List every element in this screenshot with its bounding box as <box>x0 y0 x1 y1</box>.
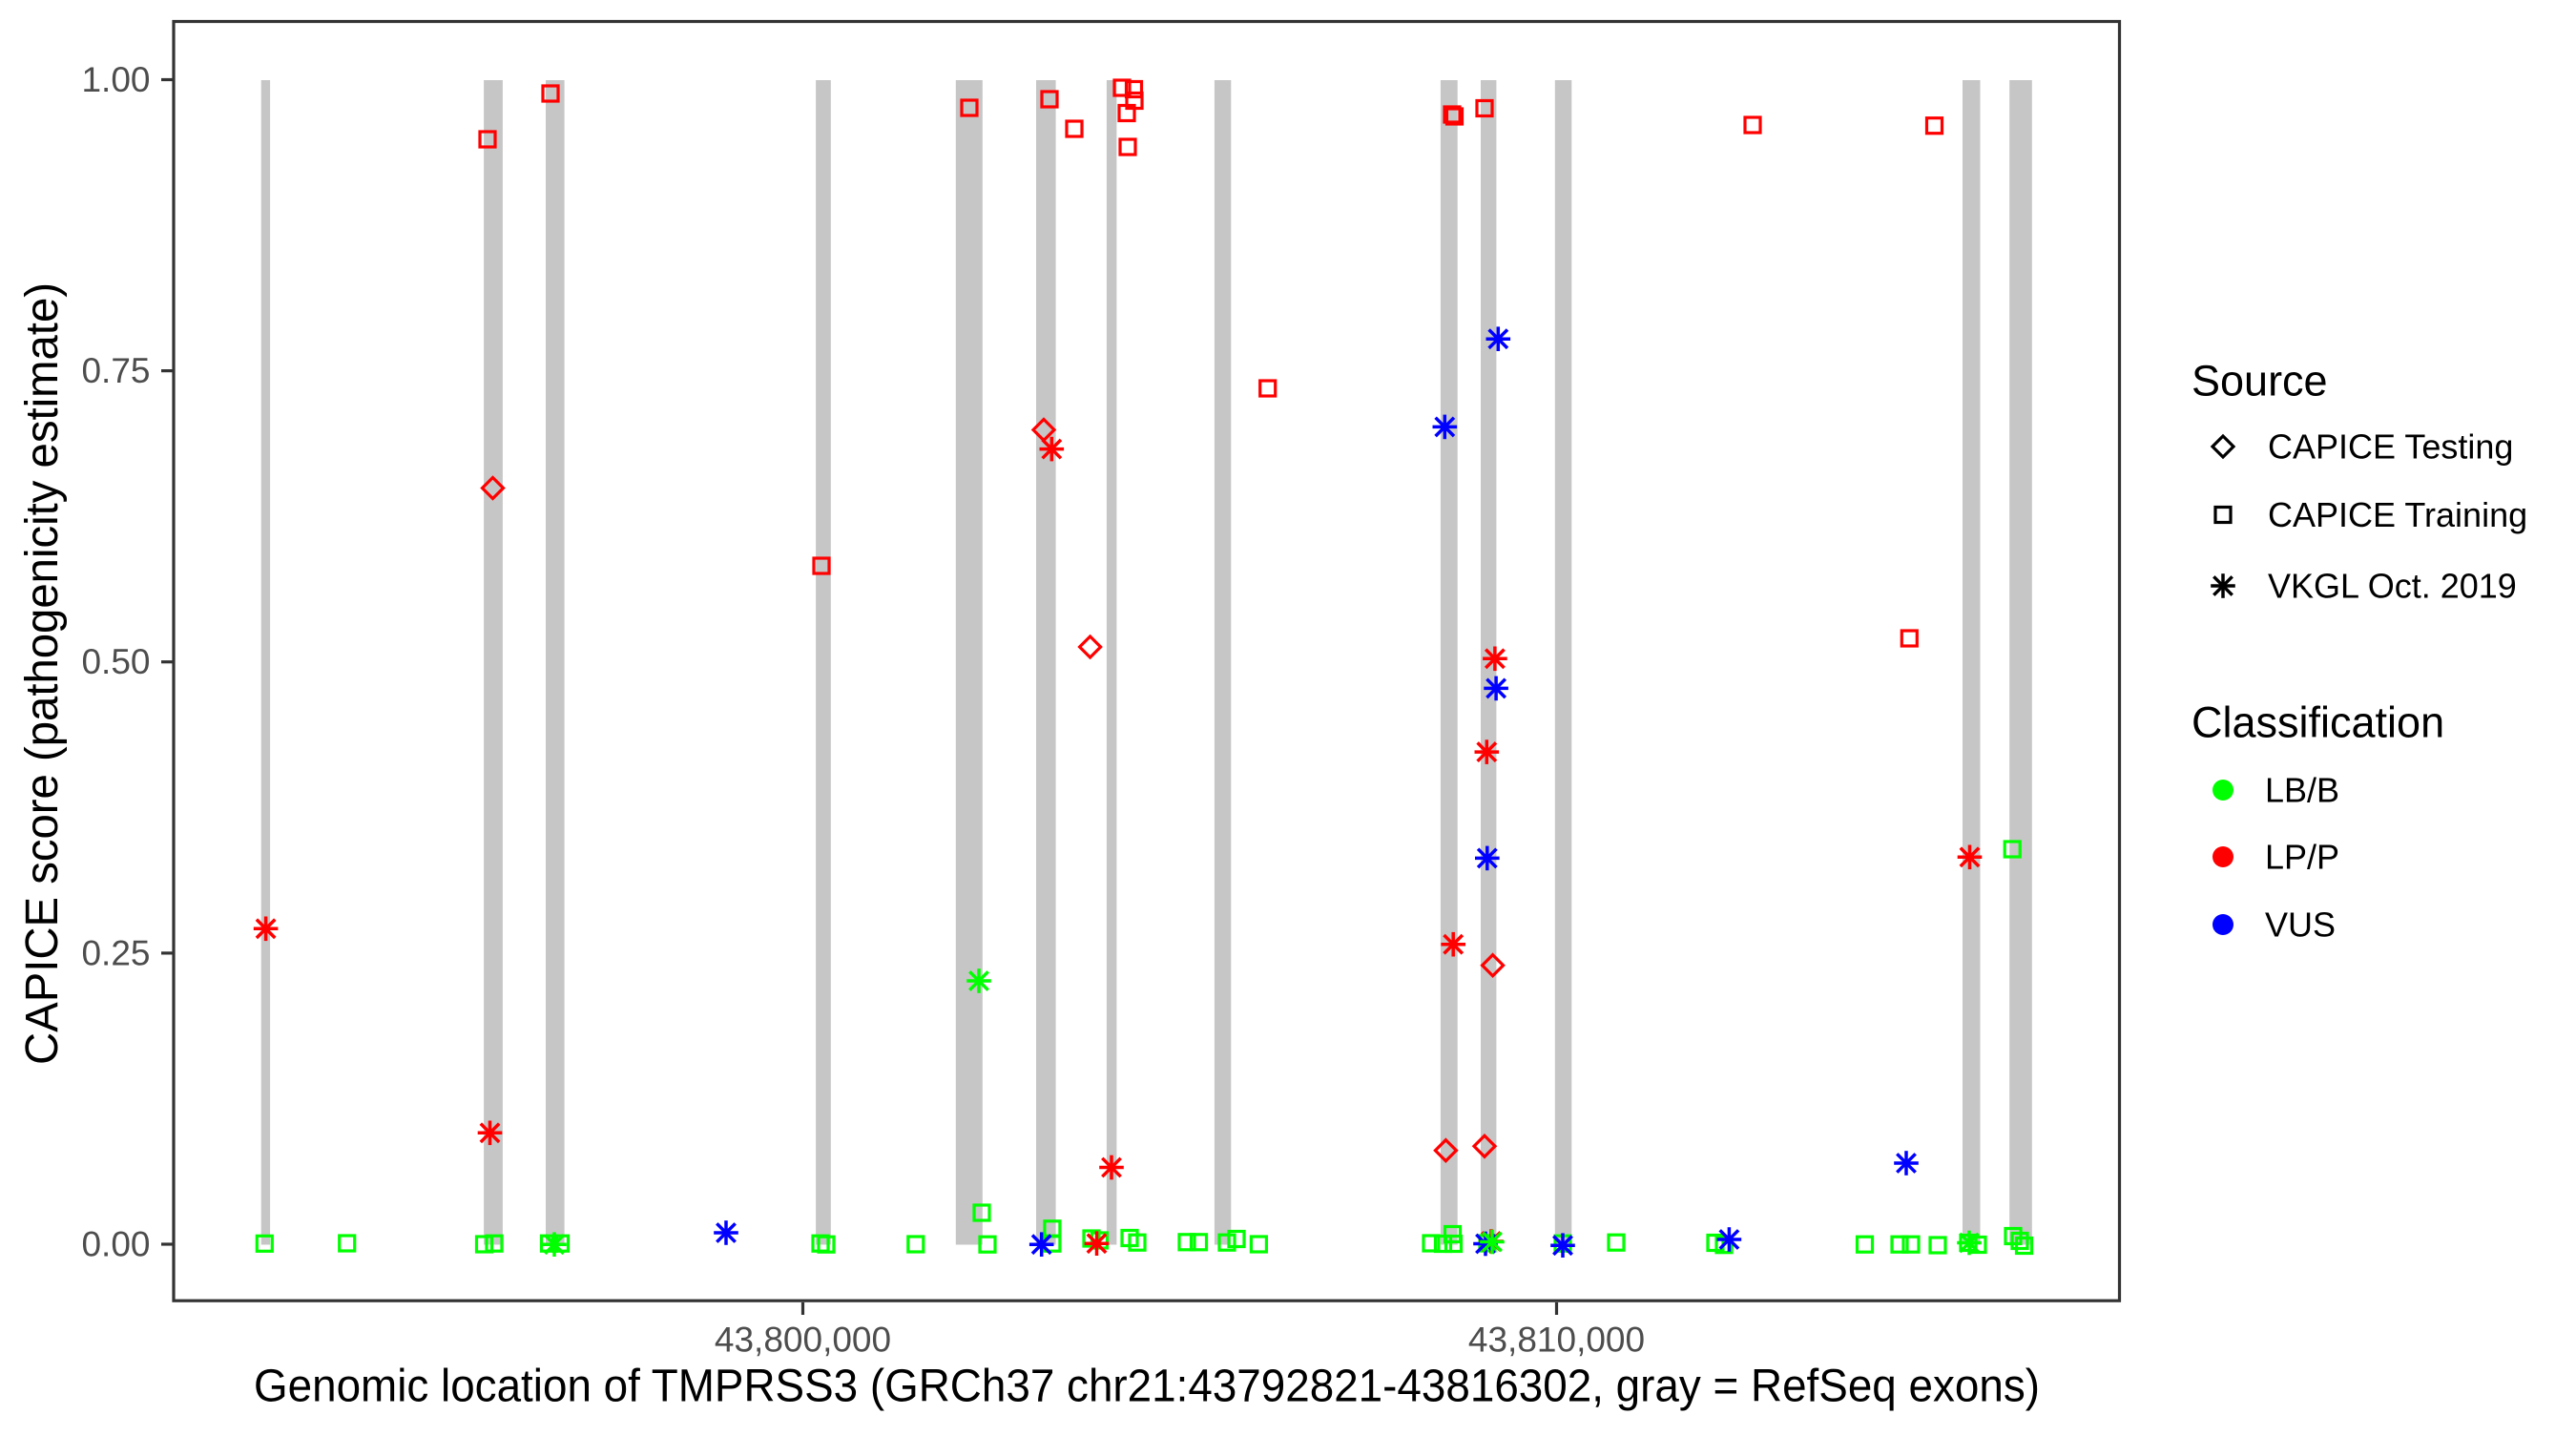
svg-text:CAPICE Training: CAPICE Training <box>2268 495 2527 534</box>
svg-text:CAPICE score (pathogenicity es: CAPICE score (pathogenicity estimate) <box>17 282 68 1065</box>
svg-text:43,810,000: 43,810,000 <box>1468 1321 1645 1360</box>
svg-text:0.50: 0.50 <box>81 642 150 681</box>
svg-text:0.00: 0.00 <box>81 1225 150 1264</box>
svg-text:1.00: 1.00 <box>81 60 150 99</box>
svg-text:VUS: VUS <box>2265 905 2336 945</box>
svg-text:CAPICE Testing: CAPICE Testing <box>2268 427 2513 467</box>
svg-text:43,800,000: 43,800,000 <box>715 1321 891 1360</box>
svg-text:Source: Source <box>2192 357 2328 406</box>
svg-text:Classification: Classification <box>2192 698 2444 747</box>
svg-text:0.25: 0.25 <box>81 933 150 972</box>
svg-text:LP/P: LP/P <box>2265 838 2339 877</box>
svg-text:LB/B: LB/B <box>2265 771 2339 810</box>
svg-text:0.75: 0.75 <box>81 351 150 390</box>
svg-text:VKGL Oct. 2019: VKGL Oct. 2019 <box>2268 567 2517 606</box>
svg-text:Genomic location of TMPRSS3 (G: Genomic location of TMPRSS3 (GRCh37 chr2… <box>254 1362 2040 1412</box>
